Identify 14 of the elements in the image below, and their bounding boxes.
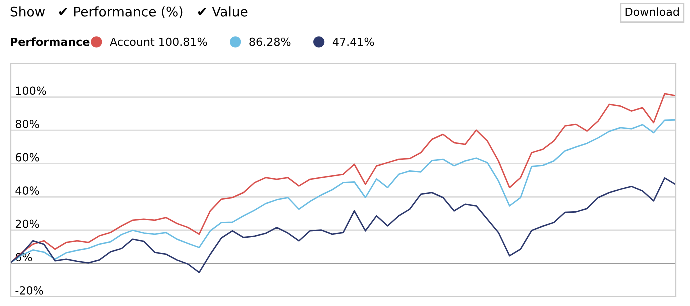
- text: Show: [10, 6, 46, 17]
- y-tick-label: 60%: [16, 153, 40, 162]
- text: ✔ Performance (%): [59, 6, 183, 18]
- legend-label: 86.28%: [250, 38, 291, 46]
- text: Download: [626, 8, 679, 16]
- text: ✔ Value: [198, 6, 248, 17]
- y-tick-label: 100%: [16, 86, 46, 96]
- legend-label: Account 100.81%: [110, 38, 208, 46]
- legend-label: 47.41%: [332, 38, 374, 46]
- y-tick-label: -20%: [16, 286, 44, 295]
- legend-title: Performance: [11, 38, 90, 46]
- y-tick-label: 80%: [16, 120, 40, 128]
- y-tick-label: 40%: [16, 186, 40, 195]
- y-tick-label: 20%: [16, 220, 40, 228]
